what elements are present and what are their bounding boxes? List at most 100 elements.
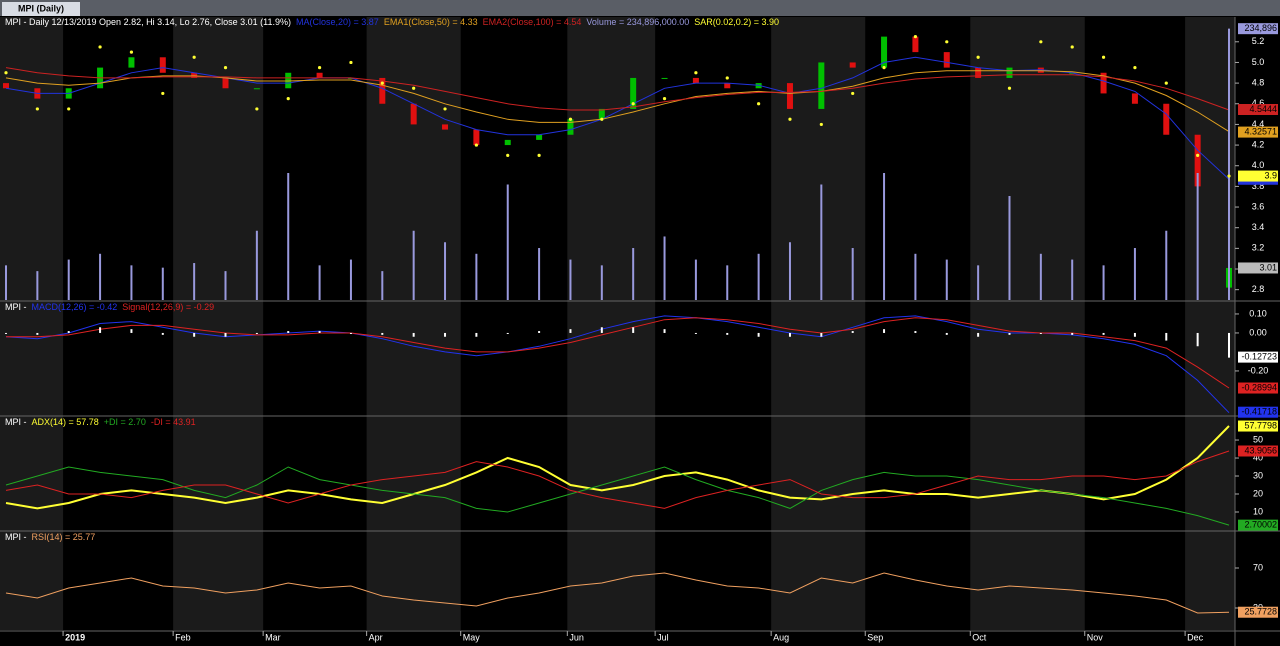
indicator-line xyxy=(6,317,1230,389)
candle-body xyxy=(567,119,574,135)
sar-dot xyxy=(725,76,729,80)
candle-body xyxy=(3,83,9,89)
sar-dot xyxy=(1164,81,1168,85)
sar-dot xyxy=(412,86,416,90)
sar-dot xyxy=(568,117,573,121)
candle-body xyxy=(661,77,668,79)
y-tick-label: 3.6 xyxy=(1252,201,1265,211)
y-tick-label: 20 xyxy=(1253,488,1263,498)
candle-body xyxy=(536,134,543,140)
sar-dot xyxy=(662,96,667,101)
legend-entry: ADX(14) = 57.78 xyxy=(32,417,99,427)
candle-body xyxy=(473,129,480,146)
sar-dot xyxy=(1133,66,1137,70)
y-tick-label: 4.8 xyxy=(1252,77,1265,87)
candle-body xyxy=(598,108,605,120)
tab-title: MPI (Daily) xyxy=(18,3,64,13)
indicator-line xyxy=(5,315,1230,414)
indicator-line xyxy=(5,572,1230,614)
candle-body xyxy=(1006,67,1013,78)
candle-body xyxy=(849,62,856,68)
y-tick-label: 4.6 xyxy=(1252,98,1265,108)
x-tick-label: 2019 xyxy=(65,632,85,642)
sar-dot xyxy=(1101,55,1106,59)
sar-dot xyxy=(1039,40,1043,44)
y-tick-label: 0.10 xyxy=(1249,308,1267,318)
sar-dot xyxy=(98,45,102,49)
sar-dot xyxy=(945,40,949,44)
candle-body xyxy=(159,57,166,73)
pane-header: MPI - MACD(12,26) = -0.42 Signal(12,26,9) … xyxy=(5,302,214,312)
candle-body xyxy=(881,36,888,68)
candle-body xyxy=(504,139,511,146)
candle-body xyxy=(128,57,135,68)
tab[interactable] xyxy=(2,2,80,16)
pane-title: MPI - xyxy=(5,302,27,312)
x-tick-label: Feb xyxy=(175,632,191,642)
pane: 10 20 30 40 50 MPI - ADX(14) = 57.78 +DI = 2.70… xyxy=(5,417,1278,531)
sar-dot xyxy=(67,107,71,111)
month-band xyxy=(771,17,866,630)
tab-bar xyxy=(0,0,1280,16)
x-tick-label: Jul xyxy=(657,632,669,642)
y-tick-label: 40 xyxy=(1253,452,1263,462)
sar-dot xyxy=(286,96,290,101)
pane-header: MPI - Daily 12/13/2019 Open 2.82, Hi 3.1… xyxy=(5,17,779,27)
x-tick-label: Apr xyxy=(369,632,383,642)
candle-body xyxy=(975,67,982,78)
y-tick-label: 4.0 xyxy=(1252,160,1265,170)
x-tick-label: Oct xyxy=(972,632,987,642)
sar-dot xyxy=(4,71,8,75)
y-tick-label: 10 xyxy=(1253,506,1263,516)
candle-body xyxy=(630,77,637,109)
candle-body xyxy=(191,72,198,78)
x-tick-label: Dec xyxy=(1187,632,1204,642)
month-band xyxy=(970,17,1085,630)
candle-body xyxy=(692,77,699,84)
pane-header: MPI - RSI(14) = 25.77 xyxy=(5,532,95,542)
candle-body xyxy=(1163,103,1170,135)
sar-dot xyxy=(1227,174,1231,178)
last-value-label: -0.28994 xyxy=(1241,382,1277,392)
sar-dot xyxy=(380,81,384,85)
y-tick-label: 50 xyxy=(1253,434,1263,444)
last-value-label: 3.9 xyxy=(1264,170,1277,180)
sar-dot xyxy=(1007,86,1012,90)
pane: 0.10 0.00 -0.20 MPI - MACD(12,26) = -0.42 Sig… xyxy=(5,302,1278,418)
last-value-box xyxy=(1238,351,1278,363)
legend-entry: Volume = 234,896,000.00 xyxy=(586,17,689,27)
x-tick-label: Aug xyxy=(773,632,789,642)
pane-title: MPI - Daily 12/13/2019 Open 2.82, Hi 3.1… xyxy=(5,17,291,27)
y-tick-label: 4.2 xyxy=(1252,139,1265,149)
sar-dot xyxy=(255,107,259,111)
candle-body xyxy=(316,72,323,78)
indicator-line xyxy=(5,425,1230,510)
legend-entry: EMA2(Close,100) = 4.54 xyxy=(483,17,582,27)
sar-dot xyxy=(819,122,823,127)
y-tick-label: 3.2 xyxy=(1252,243,1265,253)
last-value-label: 4.5444 xyxy=(1249,104,1277,114)
last-value-box xyxy=(1238,420,1278,432)
legend-entry: Signal(12,26,9) = -0.29 xyxy=(122,302,214,312)
last-value-box xyxy=(1238,445,1278,457)
sar-dot xyxy=(35,107,39,111)
sar-dot xyxy=(882,66,886,70)
month-band xyxy=(567,17,656,630)
last-value-label: -0.41718 xyxy=(1241,407,1277,417)
sar-dot xyxy=(223,66,228,70)
candle-body xyxy=(818,62,825,109)
sar-dot xyxy=(600,117,604,121)
month-band xyxy=(1185,17,1235,630)
last-value-box xyxy=(1238,126,1278,138)
last-value-box xyxy=(1238,23,1278,35)
last-value-box xyxy=(1238,170,1278,182)
sar-dot xyxy=(631,102,635,106)
sar-dot xyxy=(788,117,792,121)
month-band xyxy=(0,17,64,630)
pane: 2.83.03.23.43.63.84.04.24.44.64.85.05.2M… xyxy=(3,17,1278,300)
sar-dot xyxy=(694,71,698,75)
last-value-box xyxy=(1238,262,1278,274)
y-tick-label: 70 xyxy=(1253,562,1263,572)
